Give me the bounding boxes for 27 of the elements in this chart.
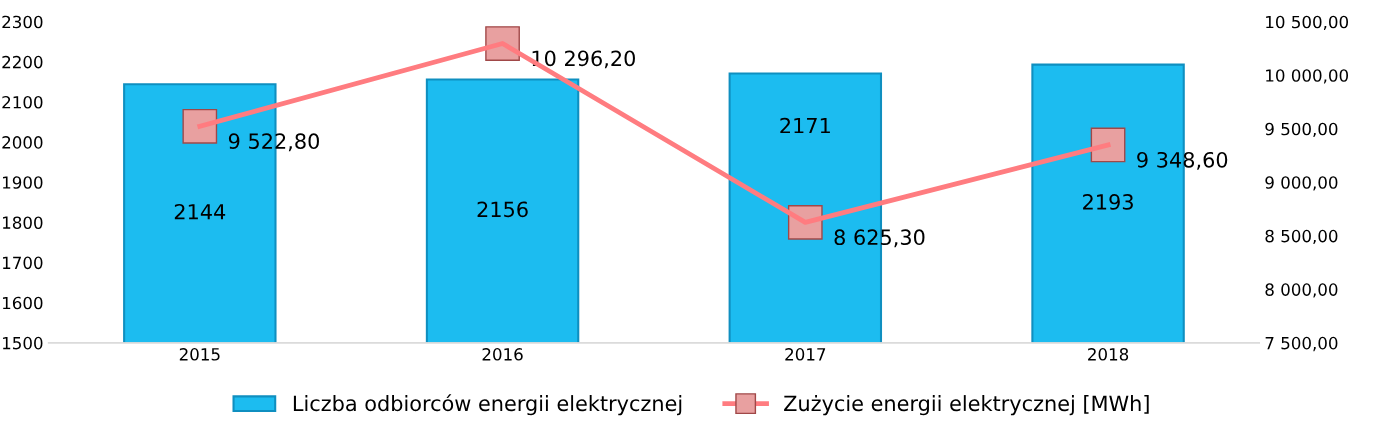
y2-tick-label: 10 500,00 [1266, 15, 1349, 30]
y-tick-label: 2100 [2, 95, 43, 109]
legend-label: Zużycie energii elektrycznej [MWh] [784, 395, 1149, 416]
y-tick-label: 2300 [2, 15, 43, 29]
x-tick-label: 2018 [1088, 348, 1129, 361]
data-label: 2144 [174, 203, 226, 220]
legend-label: Liczba odbiorców energii elektrycznej [293, 394, 682, 416]
y2-tick-label: 9 000,00 [1265, 176, 1338, 191]
y-tick-label: 1600 [2, 296, 43, 310]
y2-tick-label: 8 500,00 [1265, 229, 1338, 245]
y-tick-label: 1500 [2, 336, 43, 350]
y2-tick-label: 9 500,00 [1265, 122, 1338, 138]
data-label: 2193 [1083, 194, 1133, 210]
x-tick-label: 2017 [785, 348, 826, 361]
y2-tick-label: 10 000,00 [1266, 69, 1349, 84]
y-tick-label: 1900 [2, 176, 43, 189]
x-tick-label: 2015 [179, 348, 220, 361]
y-tick-label: 1800 [2, 216, 43, 229]
y2-tick-label: 7 500,00 [1265, 336, 1338, 352]
x-tick-label: 2016 [482, 348, 523, 361]
y-tick-label: 2000 [2, 136, 43, 149]
y-tick-label: 1700 [2, 256, 43, 270]
data-label: 2156 [477, 201, 528, 218]
y2-tick-label: 8 000,00 [1265, 283, 1338, 298]
data-label: 2171 [780, 117, 830, 134]
y-tick-label: 2200 [2, 55, 43, 69]
point [182, 108, 218, 144]
